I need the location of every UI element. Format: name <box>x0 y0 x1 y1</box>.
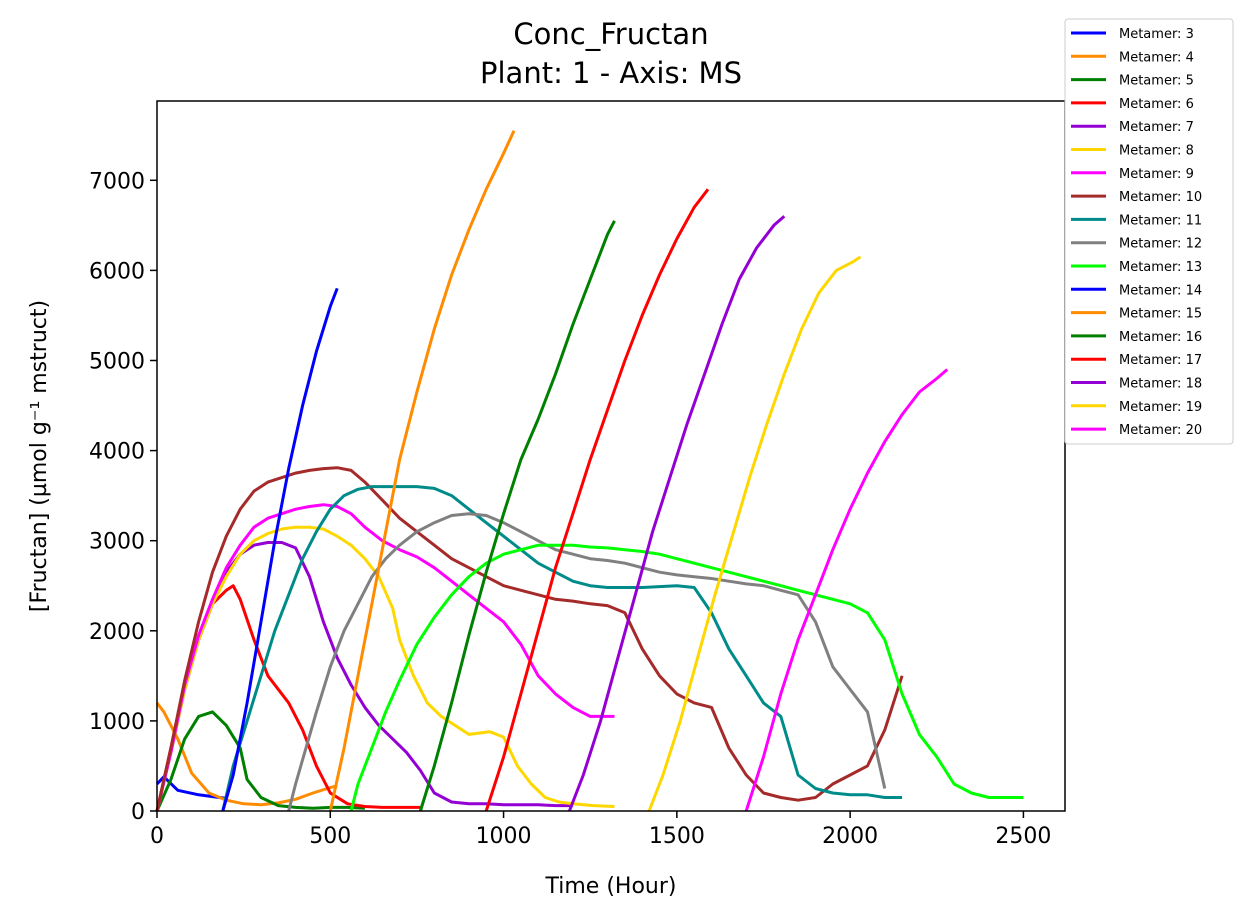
series-line-2 <box>155 701 338 807</box>
y-tick-label: 7000 <box>89 169 145 194</box>
series-line-10 <box>287 512 887 812</box>
series-layer <box>155 130 1024 812</box>
x-tick-label: 1500 <box>649 824 705 849</box>
y-tick-label: 3000 <box>89 530 145 555</box>
legend-label-14: Metamer: 16 <box>1119 330 1202 345</box>
legend-label-6: Metamer: 8 <box>1119 144 1194 159</box>
y-tick-label: 6000 <box>89 259 145 284</box>
legend-label-8: Metamer: 10 <box>1119 190 1202 205</box>
legend-label-10: Metamer: 12 <box>1119 237 1202 252</box>
y-tick-label: 5000 <box>89 349 145 374</box>
ticks-layer: 0 500 1000 1500 2000 2500 0 1000 2000 3000 4000 500… <box>89 169 1051 849</box>
series-line-11 <box>349 543 1024 812</box>
legend-label-16: Metamer: 18 <box>1119 377 1202 392</box>
y-tick-label: 4000 <box>89 440 145 465</box>
legend-label-13: Metamer: 15 <box>1119 307 1202 322</box>
x-tick-label: 2500 <box>995 824 1051 849</box>
legend-frame <box>1064 18 1234 445</box>
legend: Metamer: 3 Metamer: 4 Metamer: 5 Metamer: 6… <box>1064 18 1234 445</box>
legend-label-7: Metamer: 9 <box>1119 167 1194 182</box>
legend-label-5: Metamer: 7 <box>1119 120 1194 135</box>
legend-label-9: Metamer: 11 <box>1119 213 1202 228</box>
x-tick-label: 0 <box>150 824 164 849</box>
y-tick-label: 2000 <box>89 620 145 645</box>
legend-label-12: Metamer: 14 <box>1119 283 1202 298</box>
x-axis-label: Time (Hour) <box>545 874 677 899</box>
series-line-12 <box>221 287 339 812</box>
chart-title: Conc_Fructan <box>513 17 708 51</box>
chart-subtitle: Plant: 1 - Axis: MS <box>480 56 742 90</box>
series-line-14 <box>418 220 616 812</box>
y-tick-label: 0 <box>131 800 145 825</box>
series-line-6 <box>155 525 615 812</box>
series-line-8 <box>155 466 904 812</box>
legend-label-1: Metamer: 3 <box>1119 27 1194 42</box>
legend-label-17: Metamer: 19 <box>1119 400 1202 415</box>
series-line-17 <box>647 255 862 812</box>
series-line-15 <box>484 188 710 812</box>
y-axis-label: [Fructan] (µmol g⁻¹ mstruct) <box>27 300 52 612</box>
y-tick-label: 1000 <box>89 710 145 735</box>
legend-label-2: Metamer: 4 <box>1119 50 1194 65</box>
series-line-16 <box>568 215 786 812</box>
legend-label-18: Metamer: 20 <box>1119 423 1202 438</box>
x-tick-label: 500 <box>309 824 351 849</box>
legend-label-3: Metamer: 5 <box>1119 74 1194 89</box>
series-line-7 <box>155 503 615 812</box>
legend-label-15: Metamer: 17 <box>1119 353 1202 368</box>
series-line-13 <box>328 130 516 812</box>
plot-frame <box>156 100 1066 812</box>
series-line-3 <box>155 710 365 812</box>
x-tick-label: 2000 <box>822 824 878 849</box>
series-line-18 <box>744 368 949 812</box>
x-tick-label: 1000 <box>476 824 532 849</box>
legend-label-11: Metamer: 13 <box>1119 260 1202 275</box>
series-line-9 <box>221 485 903 812</box>
legend-label-4: Metamer: 6 <box>1119 97 1194 112</box>
